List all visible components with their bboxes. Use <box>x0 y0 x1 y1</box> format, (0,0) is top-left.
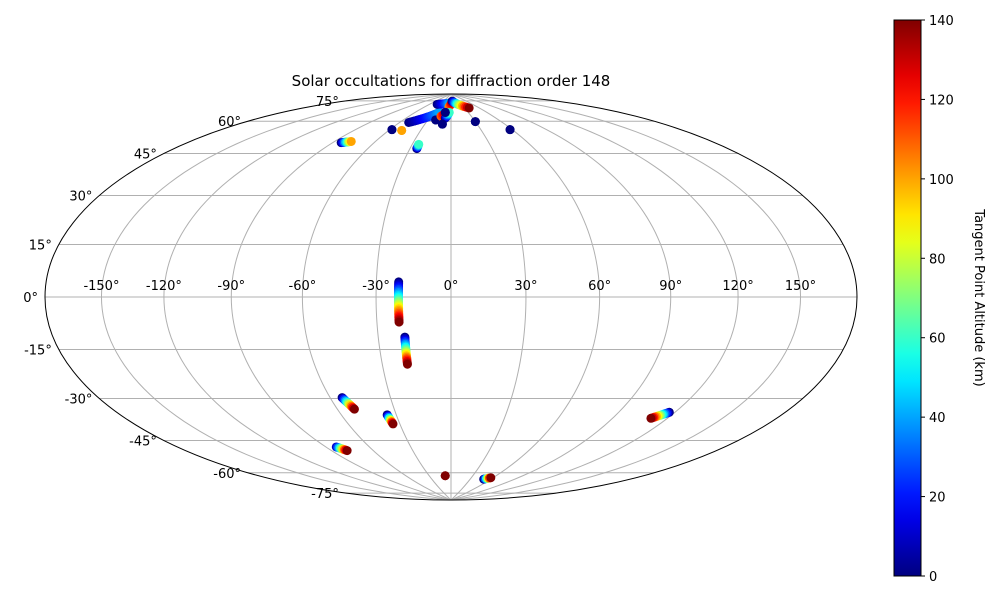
meridian-gridline <box>100 93 452 501</box>
lon-tick-label: -90° <box>217 279 245 294</box>
lon-tick-label: -120° <box>146 279 182 294</box>
meridian-gridline <box>375 93 452 501</box>
meridian-gridline <box>450 93 739 501</box>
meridian-gridline <box>163 93 452 501</box>
data-point <box>414 139 424 149</box>
colorbar: 0 20 40 60 80 100 120 140 Tangent Point Altitude… <box>893 14 986 585</box>
colorbar-tick-label: 100 <box>929 173 954 188</box>
lon-tick-label: 120° <box>722 279 753 294</box>
meridian-gridline <box>230 93 452 501</box>
data-point <box>397 125 407 135</box>
grid-layer <box>44 93 858 501</box>
lat-tick-label: 60° <box>218 115 241 130</box>
colorbar-tick-label: 40 <box>929 411 946 426</box>
map-boundary <box>44 93 858 501</box>
lon-tick-label: -60° <box>289 279 317 294</box>
lat-tick-label: -45° <box>129 435 157 450</box>
lat-tick-labels: -75° -60° -45° -30° -15° 0° 15° 30° 45° 60° 75° <box>23 95 339 502</box>
lon-tick-labels: -150° -120° -90° -60° -30° 0° 30° 60° 90° 120° 150… <box>83 279 816 294</box>
data-point <box>440 471 450 481</box>
colorbar-label: Tangent Point Altitude (km) <box>971 208 986 386</box>
lat-tick-label: -15° <box>24 344 52 359</box>
colorbar-tick-label: 0 <box>929 570 937 585</box>
data-point <box>346 136 356 146</box>
data-point <box>486 473 496 483</box>
lon-tick-label: -30° <box>362 279 390 294</box>
lat-tick-label: -75° <box>311 487 339 502</box>
lat-tick-label: -60° <box>213 467 241 482</box>
data-point <box>388 419 398 429</box>
colorbar-gradient <box>893 19 922 577</box>
lon-tick-label: -150° <box>83 279 119 294</box>
data-point <box>440 107 450 117</box>
data-point <box>402 359 412 369</box>
colorbar-tick-label: 80 <box>929 252 946 267</box>
data-point <box>387 125 397 135</box>
meridian-gridline <box>450 93 672 501</box>
colorbar-tick-label: 60 <box>929 332 946 347</box>
data-point <box>394 317 404 327</box>
lat-tick-label: 45° <box>134 147 157 162</box>
data-point <box>342 446 352 456</box>
lat-tick-label: 30° <box>69 190 92 205</box>
lon-tick-label: 0° <box>444 279 459 294</box>
lat-tick-label: 75° <box>316 95 339 110</box>
meridian-gridline <box>450 93 601 501</box>
colorbar-tick-label: 140 <box>929 14 954 29</box>
lon-tick-label: 150° <box>785 279 816 294</box>
data-point <box>437 119 447 129</box>
lat-tick-label: 0° <box>23 291 38 306</box>
lon-tick-label: 30° <box>514 279 537 294</box>
points-layer <box>331 96 674 484</box>
data-point <box>505 125 515 135</box>
data-point <box>349 404 359 414</box>
lon-tick-label: 60° <box>588 279 611 294</box>
colorbar-tick-label: 120 <box>929 93 954 108</box>
data-point <box>464 103 474 113</box>
meridian-gridline <box>450 93 802 501</box>
lat-tick-label: -30° <box>65 393 93 408</box>
colorbar-tick-label: 20 <box>929 491 946 506</box>
chart-title: Solar occultations for diffraction order… <box>292 72 611 90</box>
data-point <box>470 117 480 127</box>
data-point <box>646 413 656 423</box>
meridian-gridline <box>450 93 527 501</box>
lon-tick-label: 90° <box>659 279 682 294</box>
lat-tick-label: 15° <box>29 238 52 253</box>
meridian-gridline <box>301 93 452 501</box>
